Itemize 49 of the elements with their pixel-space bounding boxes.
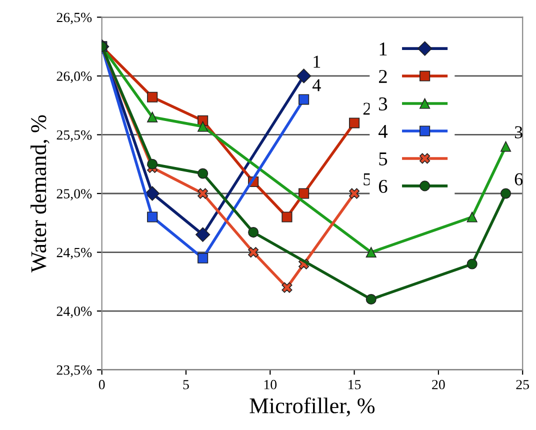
- y-tick-label: 24,5%: [56, 248, 92, 260]
- point: [248, 246, 259, 258]
- point: [466, 258, 478, 270]
- point: [145, 186, 160, 201]
- text: 6: [514, 173, 523, 186]
- y-axis-title: Water demand, %: [30, 115, 50, 272]
- legend-label: 2: [378, 70, 387, 83]
- legend-label: 6: [378, 180, 388, 193]
- legend-label: 5: [379, 152, 388, 166]
- point: [366, 246, 376, 258]
- y-tick-label: 26,5%: [56, 12, 92, 24]
- x-tick-label: 0: [98, 380, 105, 390]
- x-axis-title: Microfiller, %: [250, 397, 375, 417]
- legend-label: 1: [380, 42, 387, 56]
- point: [198, 168, 208, 179]
- x-tick-label: 20: [432, 380, 445, 390]
- text: 4: [312, 79, 321, 92]
- point: [349, 118, 360, 128]
- y-tick-label: 25,0%: [56, 189, 92, 200]
- point: [366, 294, 376, 305]
- point: [198, 121, 208, 132]
- y-tick-label: 26,0%: [56, 72, 92, 83]
- point: [198, 252, 208, 264]
- x-tick-label: 5: [183, 380, 189, 390]
- point: [282, 212, 292, 222]
- y-tick-label: 24,0%: [56, 306, 92, 318]
- point: [147, 92, 158, 102]
- point: [147, 112, 158, 122]
- point: [248, 227, 259, 238]
- point: [298, 188, 310, 199]
- legend-label: 4: [378, 124, 388, 138]
- x-tick-label: 15: [348, 380, 361, 390]
- point: [466, 212, 478, 222]
- point: [298, 94, 310, 105]
- point: [296, 68, 312, 84]
- point: [349, 188, 360, 199]
- point: [147, 158, 158, 170]
- point: [196, 227, 210, 242]
- y-tick-label: 23,5%: [56, 365, 92, 377]
- point: [198, 188, 208, 199]
- y-tick-label: 25,5%: [56, 130, 92, 142]
- text: 1: [314, 56, 320, 68]
- point: [500, 141, 512, 152]
- point: [147, 212, 158, 222]
- x-tick-label: 25: [516, 380, 529, 390]
- x-tick-label: 10: [264, 380, 277, 390]
- point: [500, 188, 512, 199]
- legend-label: 3: [379, 97, 388, 111]
- point: [282, 282, 292, 293]
